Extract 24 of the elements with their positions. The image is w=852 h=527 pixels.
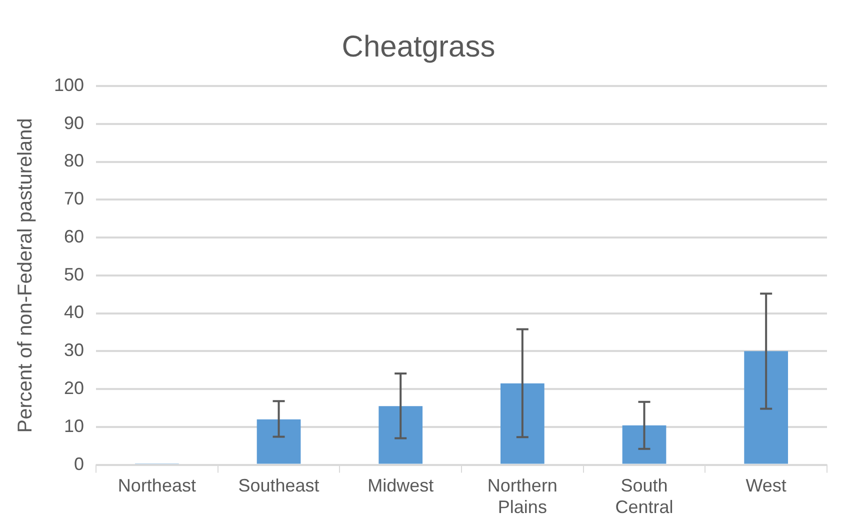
x-tick-label: Southeast bbox=[238, 476, 320, 496]
x-tick-label: Midwest bbox=[368, 476, 434, 496]
x-tick-label: Northern Plains bbox=[487, 476, 558, 518]
y-tick-label: 70 bbox=[64, 188, 84, 209]
bar bbox=[378, 406, 423, 464]
chart-title: Cheatgrass bbox=[342, 30, 496, 64]
y-tick-label: 40 bbox=[64, 302, 84, 322]
y-axis-title: Percent of non-Federal pastureland bbox=[14, 118, 37, 433]
y-tick-label: 30 bbox=[64, 340, 84, 360]
bar bbox=[744, 351, 788, 464]
x-tick-label: West bbox=[746, 476, 786, 496]
y-tick-label: 80 bbox=[64, 150, 84, 171]
y-tick-label: 50 bbox=[64, 264, 84, 284]
y-tick-label: 60 bbox=[64, 226, 84, 246]
y-tick-label: 90 bbox=[64, 112, 84, 133]
x-tick-label: Northeast bbox=[118, 476, 196, 496]
y-tick-label: 0 bbox=[74, 454, 84, 474]
x-tick-label: South Central bbox=[615, 476, 674, 518]
y-tick-label: 10 bbox=[64, 416, 84, 436]
y-tick-label: 20 bbox=[64, 378, 84, 398]
y-tick-label: 100 bbox=[54, 74, 84, 95]
bar bbox=[622, 425, 666, 464]
bar bbox=[500, 383, 544, 464]
bar bbox=[256, 419, 301, 464]
